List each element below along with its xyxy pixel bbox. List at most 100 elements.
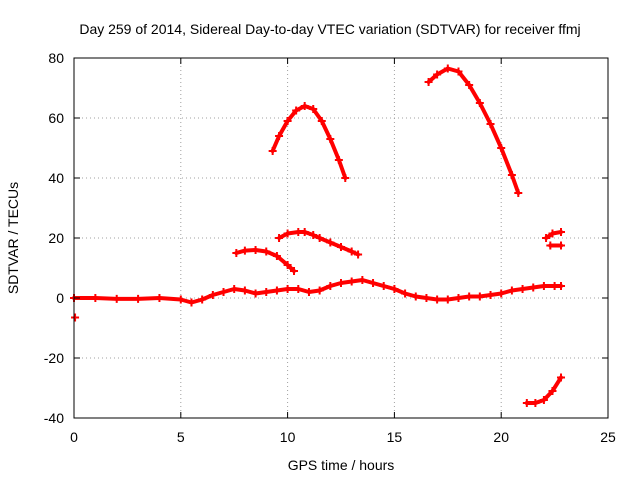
data-point	[422, 294, 431, 302]
data-point	[251, 246, 260, 254]
data-point	[230, 285, 239, 293]
data-point	[507, 286, 516, 295]
data-point	[424, 78, 433, 86]
data-point	[542, 234, 551, 242]
data-point	[155, 294, 164, 302]
series-arc-f	[546, 241, 566, 250]
data-point	[401, 289, 410, 298]
data-point	[529, 283, 538, 292]
data-point	[112, 294, 121, 303]
data-point	[272, 286, 281, 295]
data-series	[70, 64, 566, 407]
data-point	[486, 291, 495, 299]
data-point	[240, 246, 249, 255]
series-outlier	[71, 313, 80, 322]
data-point	[443, 64, 452, 73]
data-point	[317, 117, 326, 125]
series-arc-b	[275, 228, 363, 259]
series-line-arc-b	[277, 230, 361, 257]
data-point	[443, 295, 452, 304]
data-point	[454, 294, 463, 302]
grid-lines	[74, 58, 608, 418]
data-point	[507, 171, 516, 179]
x-tick-label: 10	[280, 429, 296, 445]
data-point	[283, 285, 292, 293]
data-point	[309, 231, 318, 239]
data-point	[294, 285, 303, 293]
y-tick-label: 0	[56, 290, 64, 306]
data-point	[262, 247, 271, 256]
data-point	[272, 252, 281, 260]
data-point	[262, 288, 271, 296]
data-point	[275, 132, 284, 140]
data-point	[465, 81, 474, 89]
data-point	[465, 292, 474, 301]
y-tick-label: 80	[48, 50, 64, 66]
data-point	[557, 373, 566, 382]
chart-title: Day 259 of 2014, Sidereal Day-to-day VTE…	[79, 21, 580, 37]
data-point	[347, 277, 356, 286]
series-arc-c	[268, 102, 350, 182]
x-tick-label: 5	[177, 429, 185, 445]
data-point	[208, 291, 217, 299]
data-point	[539, 396, 548, 404]
data-point	[497, 289, 506, 298]
data-point	[309, 105, 318, 113]
x-tick-label: 15	[387, 429, 403, 445]
data-point	[354, 250, 363, 259]
data-point	[315, 286, 324, 295]
data-point	[315, 234, 324, 242]
data-point	[514, 189, 523, 197]
data-point	[486, 120, 495, 128]
series-arc-d	[424, 64, 523, 197]
data-point	[219, 288, 228, 296]
data-point	[251, 289, 260, 298]
data-point	[326, 238, 335, 247]
x-tick-label: 0	[70, 429, 78, 445]
series-baseline	[70, 276, 566, 307]
data-point	[268, 147, 277, 155]
data-point	[548, 387, 557, 395]
data-point	[300, 228, 309, 236]
data-point	[557, 241, 566, 250]
data-point	[292, 106, 301, 115]
data-point	[176, 295, 185, 304]
data-point	[337, 279, 345, 287]
data-point	[390, 285, 399, 293]
y-axis-label: SDTVAR / TECUs	[5, 182, 21, 294]
data-point	[557, 282, 566, 290]
data-point	[187, 298, 196, 307]
y-tick-label: -40	[44, 410, 64, 426]
series-arc-g	[522, 373, 566, 407]
data-point	[557, 228, 566, 236]
data-point	[198, 295, 207, 304]
data-point	[433, 70, 442, 79]
data-point	[369, 279, 378, 287]
data-point	[546, 241, 555, 250]
data-point	[283, 229, 292, 238]
series-arc-e	[542, 228, 566, 242]
axis-ticks: 0 5 10 15 20 25 -40 -20 0 20 40 60 80	[44, 50, 616, 445]
data-point	[379, 282, 388, 290]
data-point	[358, 276, 367, 284]
data-point	[433, 295, 442, 304]
data-point	[475, 99, 484, 107]
data-point	[71, 313, 80, 322]
data-point	[304, 288, 313, 296]
data-point	[475, 292, 484, 301]
data-point	[275, 234, 284, 242]
data-point	[290, 267, 299, 275]
data-point	[326, 282, 335, 290]
series-arc-a	[232, 246, 299, 275]
y-tick-label: 60	[48, 110, 64, 126]
y-tick-label: 40	[48, 170, 64, 186]
data-point	[522, 399, 531, 407]
y-tick-label: 20	[48, 230, 64, 246]
data-point	[548, 229, 557, 238]
data-point	[232, 249, 241, 257]
x-axis-label: GPS time / hours	[288, 457, 395, 473]
data-point	[300, 102, 309, 110]
data-point	[337, 243, 345, 251]
data-point	[134, 294, 143, 303]
